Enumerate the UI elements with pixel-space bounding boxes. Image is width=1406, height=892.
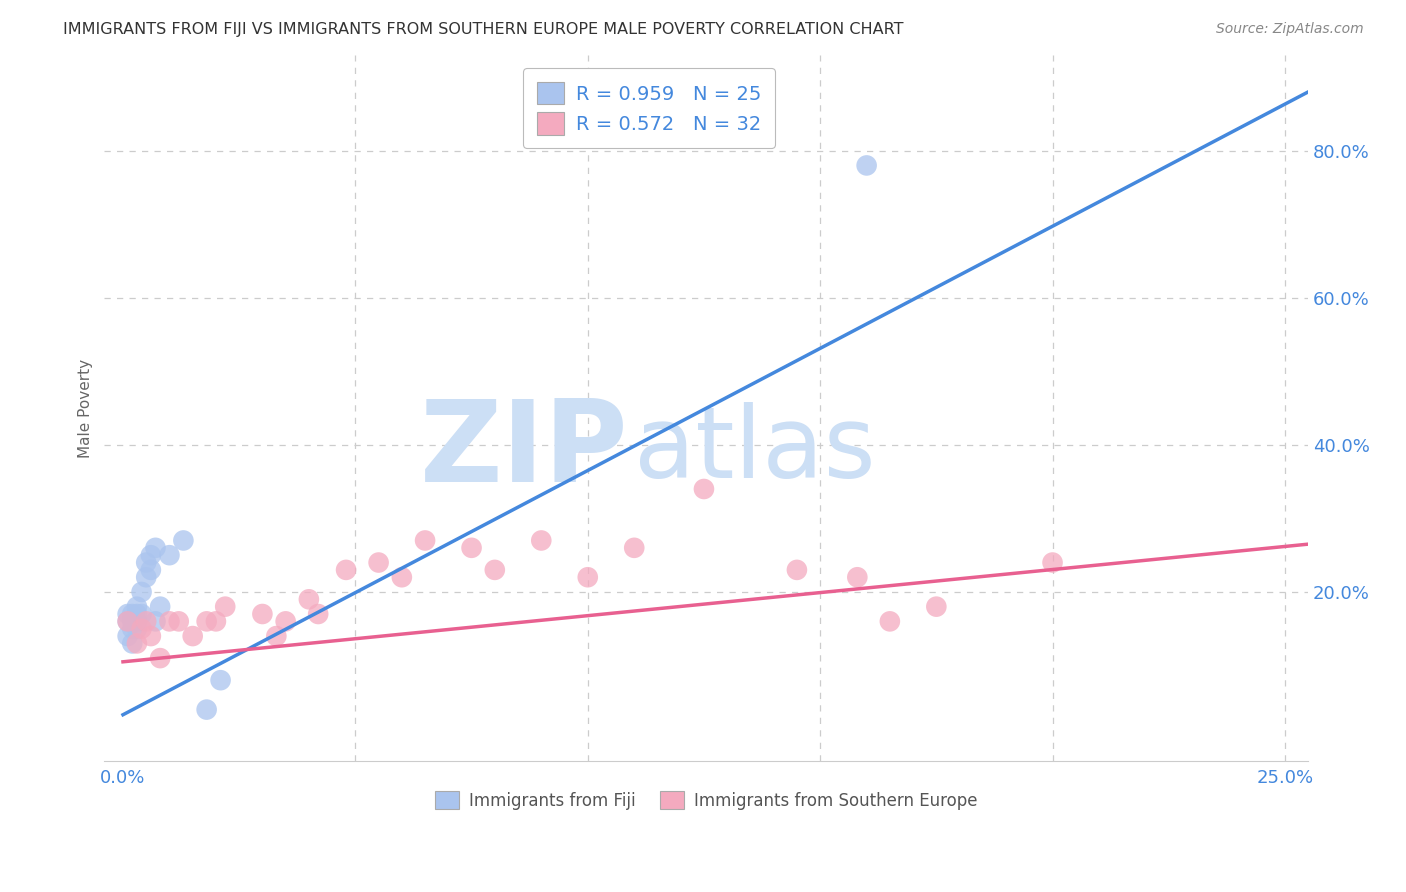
Point <box>117 607 139 621</box>
Point <box>205 615 228 629</box>
Point <box>131 622 153 636</box>
Text: IMMIGRANTS FROM FIJI VS IMMIGRANTS FROM SOUTHERN EUROPE MALE POVERTY CORRELATION: IMMIGRANTS FROM FIJI VS IMMIGRANTS FROM … <box>63 22 904 37</box>
Point <box>117 615 139 629</box>
Point <box>623 541 645 555</box>
Point <box>145 615 167 629</box>
Point <box>167 615 190 629</box>
Point <box>530 533 553 548</box>
Point <box>214 599 236 614</box>
Point <box>121 607 143 621</box>
Point <box>307 607 329 621</box>
Point <box>460 541 482 555</box>
Point <box>266 629 288 643</box>
Point <box>846 570 869 584</box>
Point <box>298 592 321 607</box>
Point <box>693 482 716 496</box>
Point <box>121 636 143 650</box>
Point <box>855 158 877 172</box>
Point <box>159 548 181 562</box>
Point <box>117 615 139 629</box>
Point <box>121 622 143 636</box>
Point <box>139 548 162 562</box>
Point <box>391 570 413 584</box>
Y-axis label: Male Poverty: Male Poverty <box>79 359 93 458</box>
Legend: Immigrants from Fiji, Immigrants from Southern Europe: Immigrants from Fiji, Immigrants from So… <box>429 785 984 816</box>
Point <box>159 615 181 629</box>
Point <box>125 615 148 629</box>
Point <box>879 615 901 629</box>
Point <box>125 622 148 636</box>
Text: atlas: atlas <box>634 402 876 499</box>
Point <box>172 533 194 548</box>
Point <box>1042 556 1064 570</box>
Point <box>274 615 297 629</box>
Point <box>135 570 157 584</box>
Point <box>413 533 436 548</box>
Point <box>335 563 357 577</box>
Point <box>195 703 218 717</box>
Point <box>131 607 153 621</box>
Point <box>125 607 148 621</box>
Text: Source: ZipAtlas.com: Source: ZipAtlas.com <box>1216 22 1364 37</box>
Point <box>149 651 172 665</box>
Point <box>117 629 139 643</box>
Point <box>135 615 157 629</box>
Point <box>484 563 506 577</box>
Point <box>209 673 232 688</box>
Point <box>925 599 948 614</box>
Point <box>252 607 274 621</box>
Point <box>149 599 172 614</box>
Point <box>139 629 162 643</box>
Point <box>145 541 167 555</box>
Point <box>125 636 148 650</box>
Point <box>139 563 162 577</box>
Point <box>125 599 148 614</box>
Point <box>367 556 389 570</box>
Point <box>135 556 157 570</box>
Point <box>121 615 143 629</box>
Point <box>786 563 808 577</box>
Point <box>181 629 204 643</box>
Text: ZIP: ZIP <box>419 395 628 506</box>
Point <box>195 615 218 629</box>
Point <box>576 570 599 584</box>
Point <box>131 585 153 599</box>
